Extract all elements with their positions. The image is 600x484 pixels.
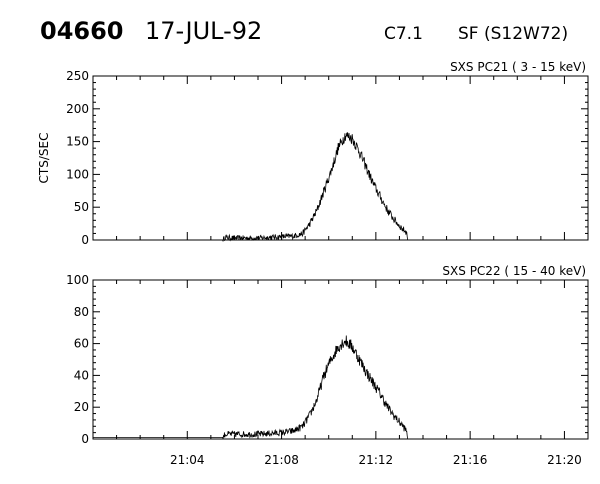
x-tick-label: 21:20	[547, 453, 582, 467]
y-tick-label: 100	[66, 273, 89, 287]
goes-class: C7.1	[384, 24, 423, 44]
y-tick-label: 0	[81, 233, 89, 247]
y-tick-label: 150	[66, 135, 89, 149]
y-tick-label: 80	[74, 305, 89, 319]
event-date: 17-JUL-92	[145, 17, 262, 45]
x-tick-label: 21:08	[264, 453, 299, 467]
y-tick-label: 100	[66, 167, 89, 181]
flare-location: SF (S12W72)	[458, 24, 568, 44]
plot-frame	[92, 279, 589, 440]
series-line-0	[93, 132, 409, 242]
series-line-0	[93, 335, 409, 440]
panel-pc21: SXS PC21 ( 3 - 15 keV) 0 50 100 150 200 250 CTS…	[37, 60, 589, 247]
y-axis-label: CTS/SEC	[37, 133, 51, 184]
panel-title: SXS PC21 ( 3 - 15 keV)	[450, 60, 586, 74]
event-id: 04660	[40, 17, 124, 45]
x-tick-label: 21:16	[453, 453, 488, 467]
y-tick-label: 0	[81, 432, 89, 446]
panel-title: SXS PC22 ( 15 - 40 keV)	[442, 264, 586, 278]
y-tick-label: 200	[66, 102, 89, 116]
panel-pc22: SXS PC22 ( 15 - 40 keV) 0 20 40 60 80 100 21:04…	[66, 264, 589, 467]
y-tick-label: 40	[74, 368, 89, 382]
y-tick-label: 50	[74, 200, 89, 214]
y-tick-label: 250	[66, 69, 89, 83]
x-tick-label: 21:12	[359, 453, 394, 467]
plot-frame	[92, 75, 589, 241]
x-tick-label: 21:04	[170, 453, 205, 467]
y-tick-label: 20	[74, 400, 89, 414]
y-tick-label: 60	[74, 337, 89, 351]
